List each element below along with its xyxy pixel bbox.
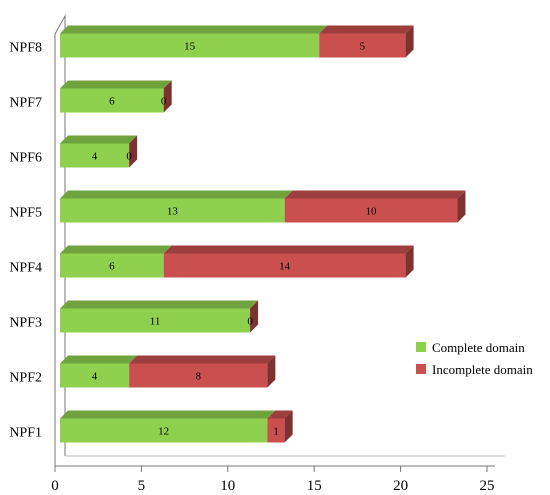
x-tick-label: 25 [480,478,495,494]
bar-segment: 0 [126,135,138,168]
bar-side-face [267,355,276,388]
bar-segment: 6 [60,245,172,278]
data-label: 4 [92,371,98,383]
bar-side-face [250,300,259,333]
legend-label: Incomplete domain [432,362,533,377]
bar-front-face [60,363,130,388]
category-label: NPF3 [9,316,42,331]
data-label: 6 [109,261,115,273]
x-tick-label: 20 [393,478,408,494]
data-label: 6 [109,96,115,108]
legend-item: Incomplete domain [416,362,533,377]
bar-top-face [319,25,414,34]
bar-front-face [60,418,268,443]
bar-front-face [129,363,268,388]
data-label: 4 [92,151,98,163]
data-label: 11 [150,316,161,328]
category-label: NPF7 [9,96,42,111]
category-label: NPF6 [9,151,42,166]
category-label: NPF2 [9,371,42,386]
legend-swatch [416,342,426,352]
x-tick-label: 10 [220,478,235,494]
bar-top-face [129,355,276,364]
bar-segment: 6 [60,80,172,113]
bar-top-face [267,410,293,419]
bar-front-face [60,33,320,58]
data-label: 0 [161,96,167,108]
back-wall-line [54,14,66,466]
bar-top-face [60,300,259,309]
bar-top-face [60,245,172,254]
bar-top-face [60,355,138,364]
bar-front-face [60,143,130,168]
bar-front-face [60,253,164,278]
bar-front-face [163,253,406,278]
category-label: NPF1 [9,426,42,441]
bar-segment: 12 [60,410,276,443]
category-label: NPF5 [9,206,42,221]
data-label: 5 [360,41,366,53]
bar-front-face [60,308,251,333]
x-tick-label: 0 [51,478,59,494]
bar-front-face [284,198,458,223]
bar-top-face [163,245,414,254]
bar-segment: 1 [267,410,293,443]
category-labels: NPF1 NPF2 NPF3 NPF4 NPF5 NPF6 NPF7 NPF8 [9,41,42,441]
bar-segment: 0 [161,80,172,113]
bar-front-face [60,198,285,223]
data-label: 13 [167,206,179,218]
legend: Complete domain Incomplete domain [416,340,533,377]
data-label: 12 [158,426,169,438]
bar-side-face [163,80,172,113]
bar-segment: 5 [319,25,414,58]
x-axis-ticks: 0 5 10 15 20 25 [51,466,495,494]
bar-top-face [60,135,138,144]
bar-top-face [60,25,328,34]
bar-top-face [284,190,466,199]
bar-side-face [284,410,293,443]
category-label: NPF4 [9,261,42,276]
bar-side-face [129,135,138,168]
bar-top-face [60,410,276,419]
x-tick-label: 5 [138,478,146,494]
data-label: 1 [273,426,279,438]
bar-side-face [405,25,414,58]
category-label: NPF8 [9,41,42,56]
bar-segment: 13 [60,190,293,223]
bar-front-face [319,33,406,58]
data-label: 10 [366,206,378,218]
bar-side-face [405,245,414,278]
data-label: 8 [195,371,201,383]
legend-item: Complete domain [416,340,525,355]
bar-front-face [267,418,285,443]
bar-segment: 10 [284,190,466,223]
x-tick-label: 15 [307,478,322,494]
bar-segment: 14 [163,245,414,278]
axes [54,14,505,467]
bar-segment: 15 [60,25,328,58]
data-label: 15 [184,41,196,53]
data-label: 0 [247,316,253,328]
bar-front-face [60,88,164,113]
legend-swatch [416,364,426,374]
data-label: 14 [279,261,291,273]
bar-top-face [60,190,293,199]
bar-segment: 4 [60,135,138,168]
bar-side-face [457,190,466,223]
bar-segment: 8 [129,355,276,388]
legend-label: Complete domain [432,340,525,355]
data-label: 0 [126,151,132,163]
bar-segment: 0 [247,300,259,333]
bar-segment: 4 [60,355,138,388]
bar-segment: 11 [60,300,259,333]
bar-top-face [60,80,172,89]
